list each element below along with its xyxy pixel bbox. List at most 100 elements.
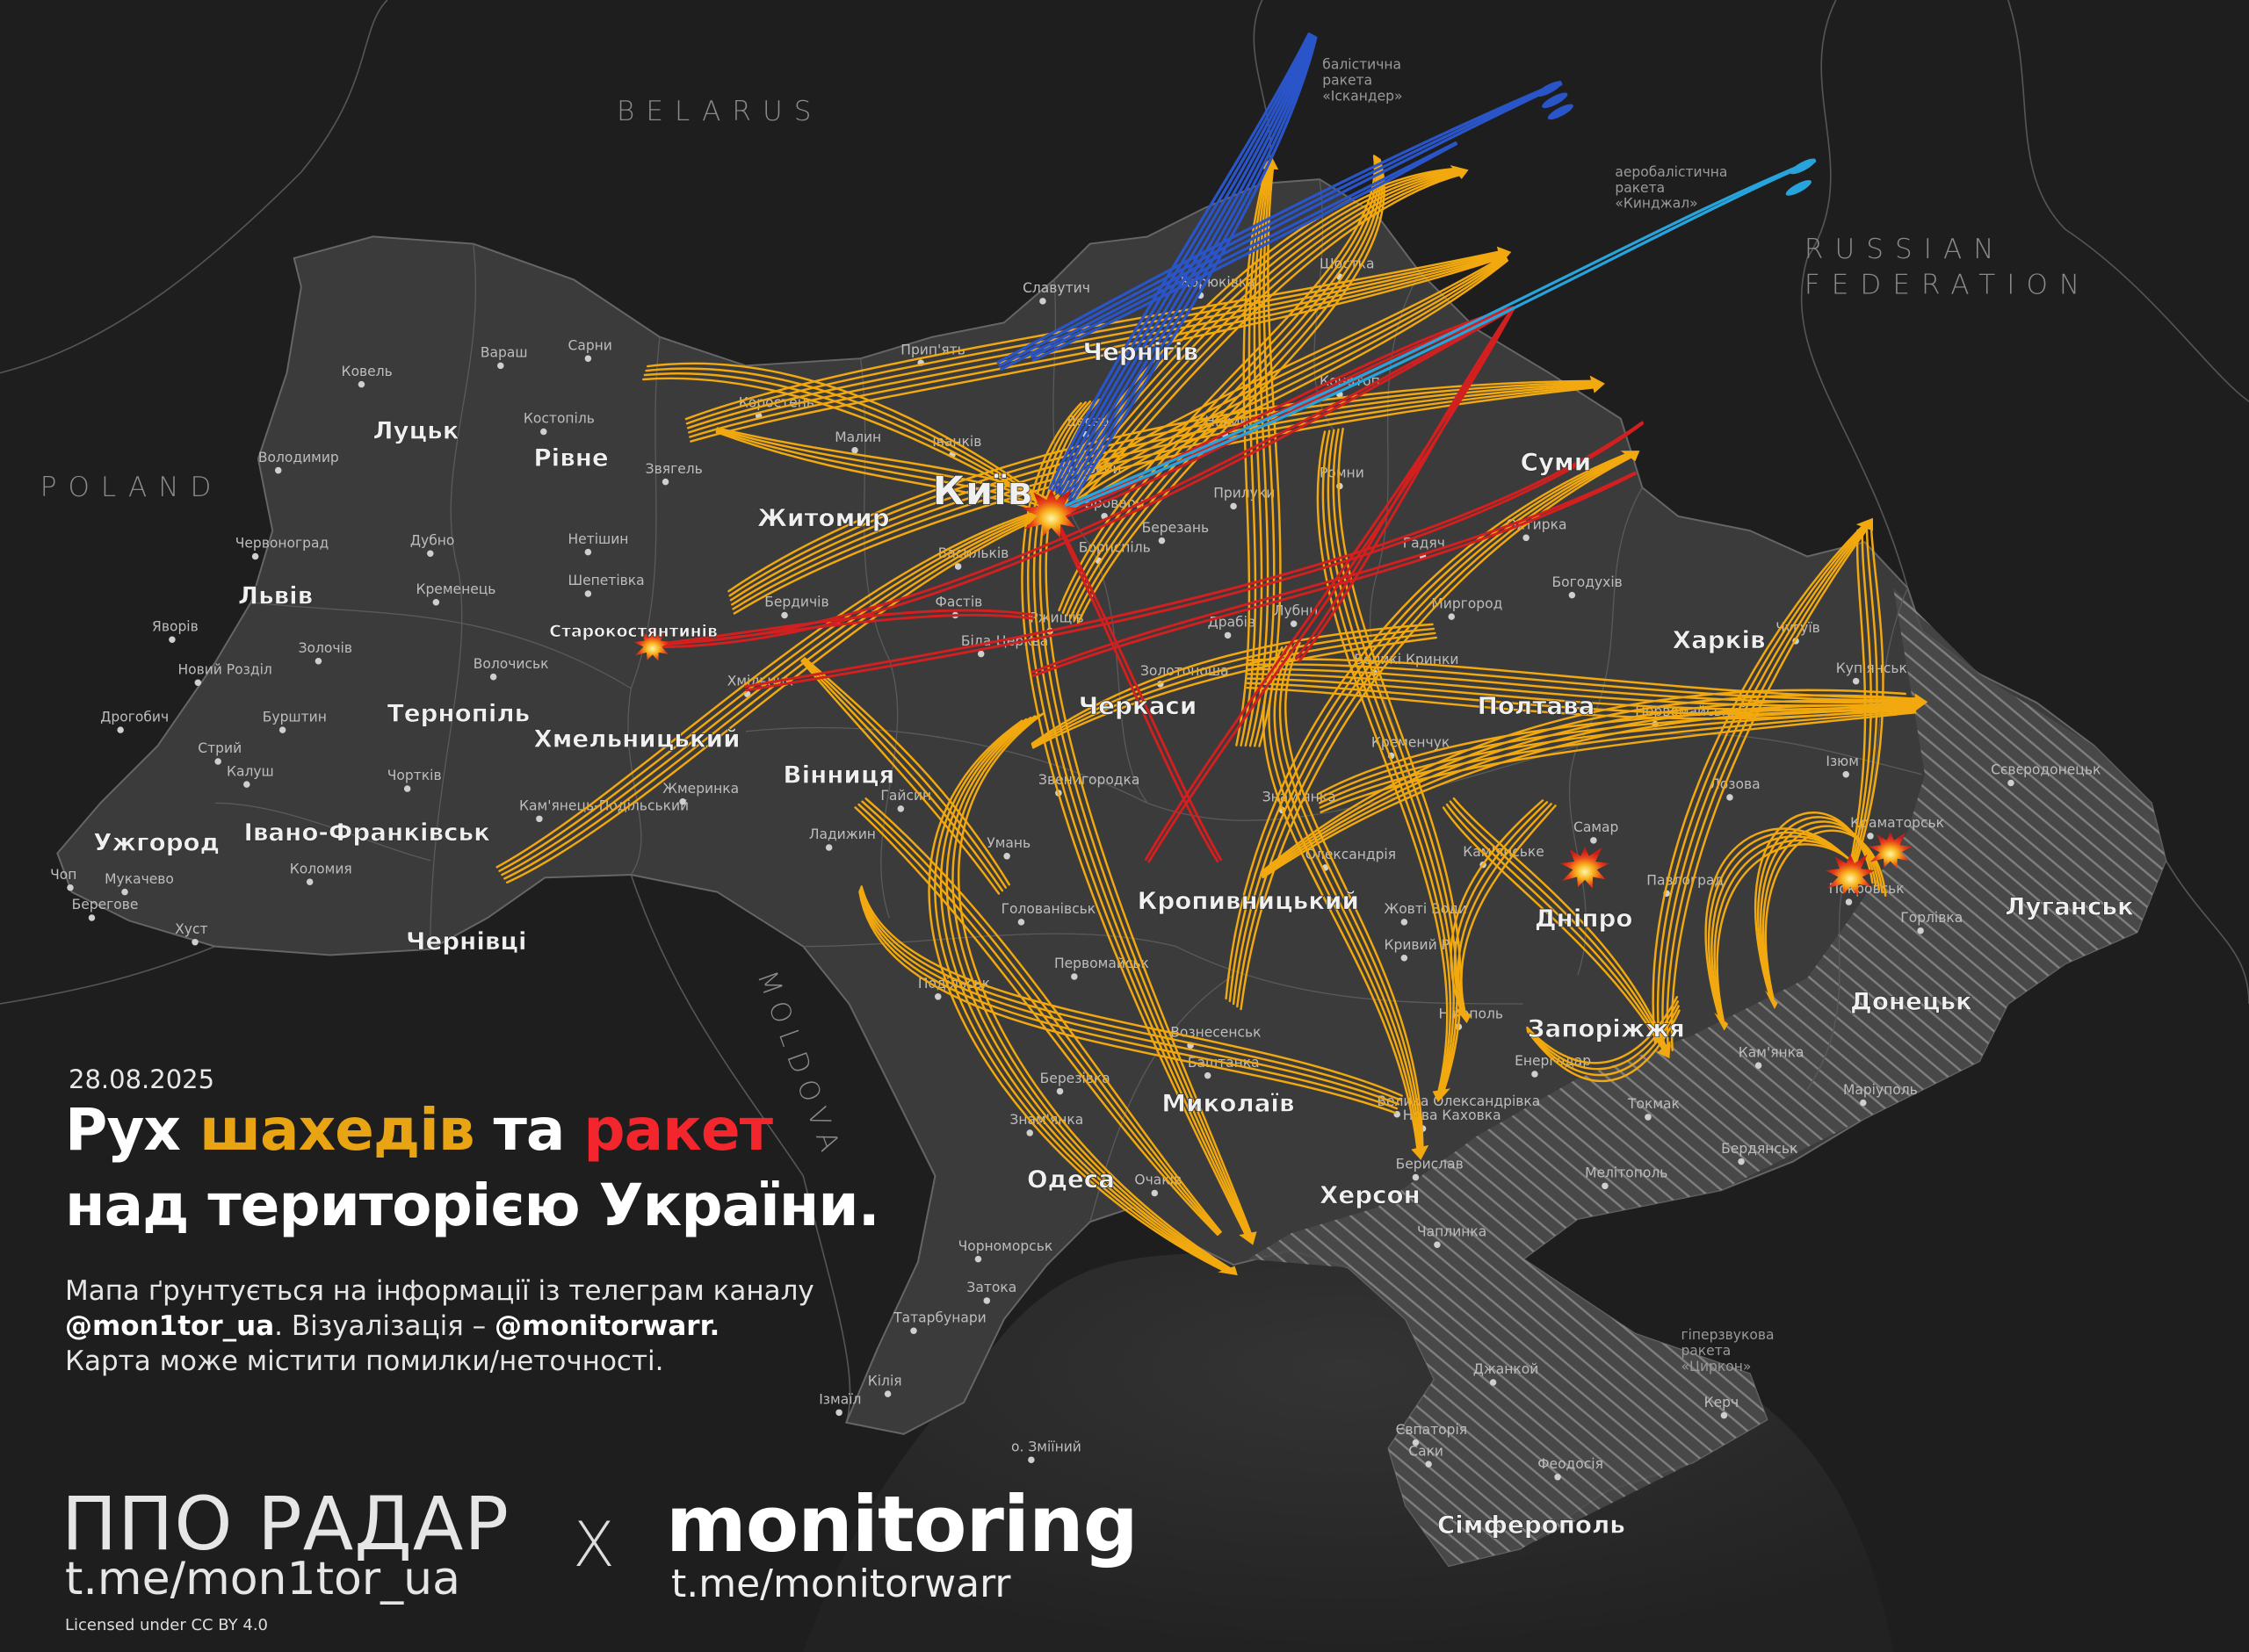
ppo-radar-link[interactable]: t.me/mon1tor_ua bbox=[65, 1553, 460, 1605]
city-label: Дрогобич bbox=[100, 709, 169, 725]
city-minor: Лозова bbox=[1710, 776, 1761, 801]
explosion-icon bbox=[1826, 854, 1876, 896]
city-dot-icon bbox=[897, 805, 905, 812]
city-major: Луцьк bbox=[372, 415, 459, 445]
shahed-trajectory bbox=[1661, 526, 1866, 1049]
city-minor: Кілія bbox=[868, 1373, 902, 1397]
shahed-trajectory bbox=[1247, 667, 1916, 703]
city-dot-icon bbox=[1039, 298, 1046, 305]
shahed-trajectory bbox=[1032, 400, 1249, 1235]
city-minor: Краматорськ bbox=[1850, 815, 1944, 840]
city-minor: Умань bbox=[987, 835, 1030, 860]
shahed-trajectory bbox=[1652, 525, 1863, 1045]
shahed-trajectory bbox=[688, 255, 1501, 434]
monitoring-link[interactable]: t.me/monitorwarr bbox=[671, 1562, 1011, 1606]
city-label: Лубни bbox=[1274, 602, 1319, 618]
city-label: Нетішин bbox=[568, 531, 629, 547]
city-label: Золочів bbox=[299, 640, 352, 656]
city-label: Чортків bbox=[387, 768, 442, 783]
border-line bbox=[630, 874, 851, 1423]
iskander-trajectory bbox=[1048, 32, 1311, 490]
city-minor: Звягель bbox=[646, 461, 703, 486]
arrowhead-icon bbox=[1620, 451, 1640, 462]
city-dot-icon bbox=[1738, 1158, 1745, 1165]
shahed-trajectory bbox=[1449, 800, 1666, 1048]
shahed-trajectory bbox=[859, 888, 1400, 1106]
city-minor: Чорноморськ bbox=[958, 1238, 1052, 1263]
kinzhal-label: «Кинджал» bbox=[1615, 196, 1697, 212]
shahed-trajectory bbox=[857, 803, 1220, 1235]
city-label: Ізмаїл bbox=[819, 1392, 861, 1408]
shahed-trajectory bbox=[1757, 816, 1877, 997]
license-text: Licensed under CC BY 4.0 bbox=[65, 1616, 269, 1634]
city-minor: Горлівка bbox=[1900, 910, 1963, 934]
city-dot-icon bbox=[67, 884, 74, 891]
city-dot-icon bbox=[432, 599, 440, 606]
city-label: Ромни bbox=[1320, 465, 1364, 481]
city-minor: Дрогобич bbox=[100, 709, 169, 733]
kinzhal-trajectory bbox=[1059, 158, 1816, 509]
city-label: Костопіль bbox=[524, 411, 595, 427]
city-dot-icon bbox=[1071, 973, 1078, 980]
city-minor: Феодосія bbox=[1537, 1456, 1603, 1481]
visualization-handle[interactable]: @monitorwarr. bbox=[495, 1310, 720, 1342]
city-dot-icon bbox=[194, 679, 202, 686]
shahed-trajectory bbox=[1450, 799, 1544, 1012]
country-label: BELARUS bbox=[617, 96, 822, 127]
city-major: Луганськ bbox=[2005, 891, 2134, 921]
city-dot-icon bbox=[910, 1327, 917, 1335]
city-label: Маріуполь bbox=[1843, 1082, 1918, 1098]
arrowhead-icon bbox=[1765, 990, 1778, 1010]
city-label: Вараш bbox=[481, 345, 528, 361]
city-dot-icon bbox=[1645, 1114, 1652, 1121]
city-label: Березань bbox=[1142, 520, 1210, 536]
city-minor: Джанкой bbox=[1473, 1361, 1538, 1386]
city-dot-icon bbox=[1845, 898, 1853, 905]
city-label: Бурштин bbox=[263, 709, 327, 725]
city-label: Голованівськ bbox=[1002, 901, 1096, 917]
city-dot-icon bbox=[1720, 1411, 1728, 1419]
city-minor: Дубно bbox=[410, 532, 454, 558]
city-minor: Кам'янка bbox=[1739, 1044, 1804, 1069]
city-label: Чоп bbox=[50, 867, 76, 883]
city-label: Гайсин bbox=[880, 788, 931, 804]
arrowhead-icon bbox=[1239, 1231, 1257, 1245]
city-major: Сімферополь bbox=[1437, 1510, 1626, 1540]
iskander-trajectory bbox=[1065, 35, 1316, 500]
oblast-border bbox=[745, 726, 1922, 821]
city-label: Умань bbox=[987, 835, 1030, 851]
city-dot-icon bbox=[884, 1390, 892, 1397]
kinzhal-label: ракета bbox=[1615, 180, 1665, 196]
shahed-trajectory bbox=[1754, 812, 1874, 996]
missile-head-icon bbox=[1790, 158, 1816, 175]
city-dot-icon bbox=[2007, 779, 2014, 787]
city-dot-icon bbox=[835, 1409, 842, 1417]
country-label: POLAND bbox=[40, 472, 223, 503]
title-line-1: Рух шахедів та ракет bbox=[65, 1096, 773, 1164]
city-label: Малин bbox=[835, 429, 881, 445]
shahed-trajectory bbox=[1254, 168, 1276, 747]
city-label: Жмеринка bbox=[662, 781, 739, 797]
city-minor: Куп'янськ bbox=[1836, 660, 1907, 685]
channel-handle[interactable]: @mon1tor_ua bbox=[65, 1310, 275, 1342]
shahed-trajectory bbox=[1656, 526, 1865, 1047]
arrowhead-icon bbox=[1589, 375, 1605, 393]
city-major: Запоріжжя bbox=[1527, 1014, 1685, 1043]
missile-head-icon bbox=[1785, 180, 1811, 196]
shahed-trajectory bbox=[1526, 1000, 1679, 1071]
city-label: Євпаторія bbox=[1396, 1422, 1468, 1438]
city-label: Славутич bbox=[1023, 280, 1090, 296]
arrowhead-icon bbox=[1714, 1012, 1729, 1031]
city-label: Саки bbox=[1408, 1443, 1443, 1459]
oblast-border bbox=[627, 336, 661, 876]
shahed-trajectory bbox=[1851, 530, 1884, 876]
zircon-label: ракета bbox=[1681, 1343, 1731, 1359]
city-dot-icon bbox=[983, 1297, 991, 1304]
collab-cross: X bbox=[573, 1509, 615, 1581]
city-dot-icon bbox=[1842, 770, 1849, 778]
shahed-trajectory bbox=[1247, 663, 1916, 702]
shahed-trajectory bbox=[928, 719, 1225, 1272]
city-dot-icon bbox=[540, 428, 547, 436]
city-dot-icon bbox=[315, 657, 322, 665]
